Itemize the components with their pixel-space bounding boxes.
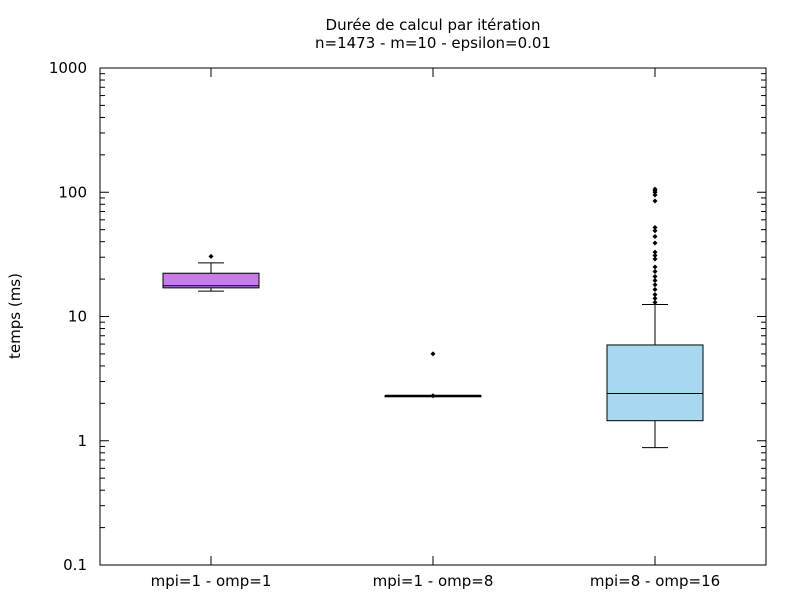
x-tick-label: mpi=1 - omp=1 bbox=[151, 572, 272, 590]
outlier-point bbox=[652, 225, 658, 231]
outlier-point bbox=[652, 299, 658, 305]
outlier-point bbox=[430, 393, 436, 399]
outlier-point bbox=[652, 292, 658, 298]
outlier-point bbox=[652, 240, 658, 246]
outlier-point bbox=[652, 277, 658, 283]
y-tick-label: 0.1 bbox=[63, 556, 87, 574]
outlier-point bbox=[652, 252, 658, 258]
y-axis-ticks: 0.1 1 10 100 1000 bbox=[49, 59, 766, 574]
box-series bbox=[162, 186, 704, 449]
outlier-point bbox=[652, 228, 658, 234]
outlier-point bbox=[652, 192, 658, 198]
outlier-point bbox=[652, 286, 658, 292]
outlier-point bbox=[208, 253, 214, 259]
outlier-point bbox=[652, 186, 658, 192]
chart-title: Durée de calcul par itération bbox=[326, 16, 541, 34]
outlier-point bbox=[652, 249, 658, 255]
plot-frame bbox=[99, 67, 767, 566]
chart-subtitle: n=1473 - m=10 - epsilon=0.01 bbox=[315, 34, 551, 52]
outlier-point bbox=[652, 256, 658, 262]
y-tick-label: 10 bbox=[68, 308, 87, 326]
y-tick-label: 1000 bbox=[49, 59, 87, 77]
outlier-point bbox=[652, 198, 658, 204]
x-tick-label: mpi=8 - omp=16 bbox=[590, 572, 720, 590]
outlier-point bbox=[652, 273, 658, 279]
outlier-point bbox=[652, 264, 658, 270]
box-iqr bbox=[606, 344, 704, 422]
outlier-point bbox=[430, 351, 436, 357]
outlier-point bbox=[652, 234, 658, 240]
box-iqr bbox=[162, 272, 260, 289]
y-tick-label: 100 bbox=[58, 183, 87, 201]
x-axis-tick-labels: mpi=1 - omp=1 mpi=1 - omp=8 mpi=8 - omp=16 bbox=[151, 68, 720, 590]
outlier-point bbox=[652, 282, 658, 288]
y-axis-label: temps (ms) bbox=[6, 273, 24, 359]
outlier-point bbox=[652, 295, 658, 301]
y-tick-label: 1 bbox=[77, 432, 87, 450]
x-tick-label: mpi=1 - omp=8 bbox=[373, 572, 494, 590]
outlier-point bbox=[652, 269, 658, 275]
